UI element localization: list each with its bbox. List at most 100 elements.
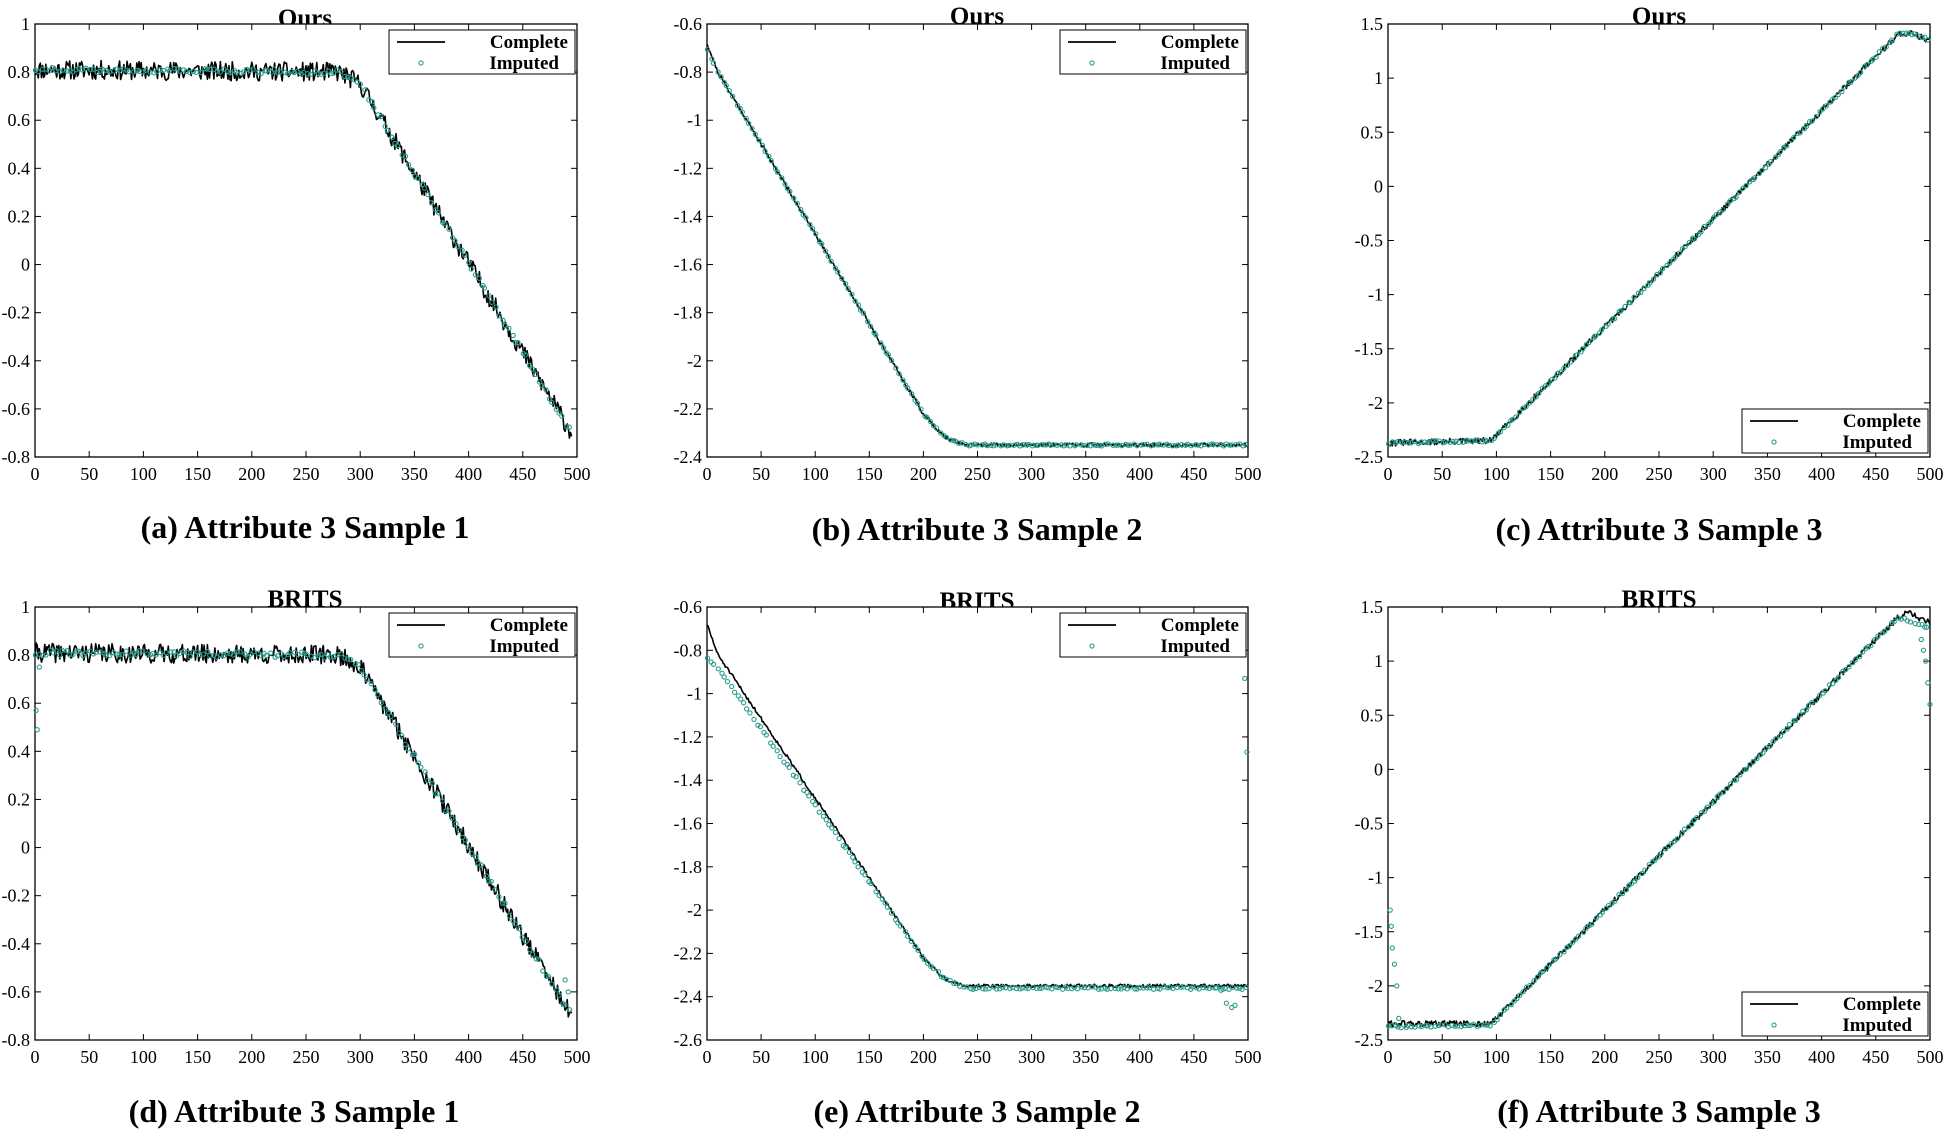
imputed-point xyxy=(181,648,187,654)
imputed-point xyxy=(1686,239,1693,246)
imputed-point xyxy=(1635,874,1641,881)
imputed-point xyxy=(1463,437,1469,444)
imputed-point xyxy=(133,651,139,658)
imputed-point xyxy=(76,648,82,654)
imputed-point xyxy=(842,281,849,287)
imputed-point xyxy=(1903,30,1909,36)
imputed-point xyxy=(836,835,842,842)
imputed-point xyxy=(1203,984,1210,991)
imputed-point xyxy=(1055,984,1061,991)
x-tick-label: 300 xyxy=(1018,464,1045,484)
imputed-point xyxy=(1731,777,1738,783)
imputed-point xyxy=(1242,441,1249,448)
imputed-point xyxy=(66,652,73,658)
imputed-point xyxy=(909,391,915,397)
imputed-point xyxy=(914,400,921,406)
imputed-point xyxy=(166,68,172,74)
imputed-point xyxy=(1918,636,1924,643)
imputed-point xyxy=(1839,88,1845,95)
imputed-point xyxy=(970,986,976,992)
imputed-point xyxy=(1823,103,1829,109)
imputed-point xyxy=(1148,443,1154,449)
imputed-point xyxy=(328,70,334,77)
plot-frame xyxy=(1387,23,1931,458)
imputed-point xyxy=(803,215,809,221)
y-tick-label: 0 xyxy=(21,838,30,858)
imputed-point xyxy=(1570,939,1576,945)
imputed-point xyxy=(492,887,498,893)
imputed-point xyxy=(453,821,459,827)
imputed-point xyxy=(476,275,482,281)
imputed-point xyxy=(1074,986,1081,992)
x-tick-label: 50 xyxy=(752,1047,770,1067)
imputed-point xyxy=(1627,300,1633,306)
imputed-point xyxy=(1685,824,1692,830)
imputed-point xyxy=(879,896,885,902)
imputed-point xyxy=(1803,123,1810,130)
imputed-point xyxy=(1433,438,1439,444)
y-tick-label: -0.4 xyxy=(2,351,31,371)
imputed-point xyxy=(1415,440,1422,447)
imputed-point xyxy=(1642,867,1648,873)
imputed-point xyxy=(1051,442,1057,448)
x-tick-label: 150 xyxy=(184,464,211,484)
imputed-point xyxy=(1508,1002,1514,1008)
imputed-point xyxy=(1593,915,1599,921)
x-tick-label: 450 xyxy=(509,1047,536,1067)
imputed-point xyxy=(1132,986,1138,992)
y-tick-label: -1.4 xyxy=(674,206,703,226)
imputed-point xyxy=(36,651,43,657)
imputed-point xyxy=(1856,654,1863,660)
imputed-point xyxy=(1546,962,1552,968)
imputed-point xyxy=(1534,974,1541,980)
imputed-point xyxy=(1552,956,1559,962)
imputed-point xyxy=(991,443,997,449)
imputed-point xyxy=(522,352,529,358)
imputed-point xyxy=(1388,923,1394,929)
imputed-point xyxy=(1004,443,1010,449)
y-tick-label: 0 xyxy=(1374,759,1383,779)
imputed-point xyxy=(1924,624,1930,630)
imputed-point xyxy=(327,654,333,660)
imputed-point xyxy=(368,681,374,687)
imputed-point xyxy=(1396,1015,1402,1022)
imputed-point xyxy=(1554,370,1561,377)
imputed-point xyxy=(224,650,231,656)
imputed-point xyxy=(1465,1022,1471,1029)
imputed-point xyxy=(1864,62,1870,68)
imputed-point xyxy=(1631,294,1637,300)
x-tick-label: 0 xyxy=(31,464,40,484)
imputed-point xyxy=(1491,435,1497,442)
imputed-point xyxy=(897,923,904,929)
imputed-point xyxy=(171,65,178,72)
imputed-point xyxy=(263,652,270,659)
imputed-point xyxy=(1797,712,1803,718)
imputed-point xyxy=(539,383,545,389)
imputed-point xyxy=(1575,933,1582,939)
imputed-point xyxy=(884,904,891,910)
imputed-point xyxy=(774,748,780,754)
imputed-point xyxy=(372,687,378,693)
imputed-point xyxy=(889,357,895,364)
imputed-point xyxy=(855,864,861,870)
imputed-point xyxy=(496,313,503,319)
imputed-point xyxy=(345,74,351,81)
imputed-point xyxy=(924,414,930,420)
imputed-point xyxy=(543,973,550,979)
imputed-point xyxy=(1394,983,1400,989)
imputed-point xyxy=(1925,37,1931,43)
legend-imputed-swatch xyxy=(418,60,424,66)
imputed-point xyxy=(1234,985,1240,991)
panel-caption: (e) Attribute 3 Sample 2 xyxy=(813,1093,1140,1129)
imputed-point xyxy=(877,340,884,346)
x-tick-label: 100 xyxy=(802,464,829,484)
imputed-point xyxy=(157,67,164,73)
imputed-point xyxy=(1762,165,1769,171)
imputed-point xyxy=(425,777,431,784)
imputed-point xyxy=(1034,985,1040,992)
x-tick-label: 300 xyxy=(347,1047,374,1067)
imputed-point xyxy=(1618,307,1624,314)
imputed-point xyxy=(530,951,536,957)
imputed-point xyxy=(1423,1023,1429,1029)
imputed-point xyxy=(813,231,819,237)
